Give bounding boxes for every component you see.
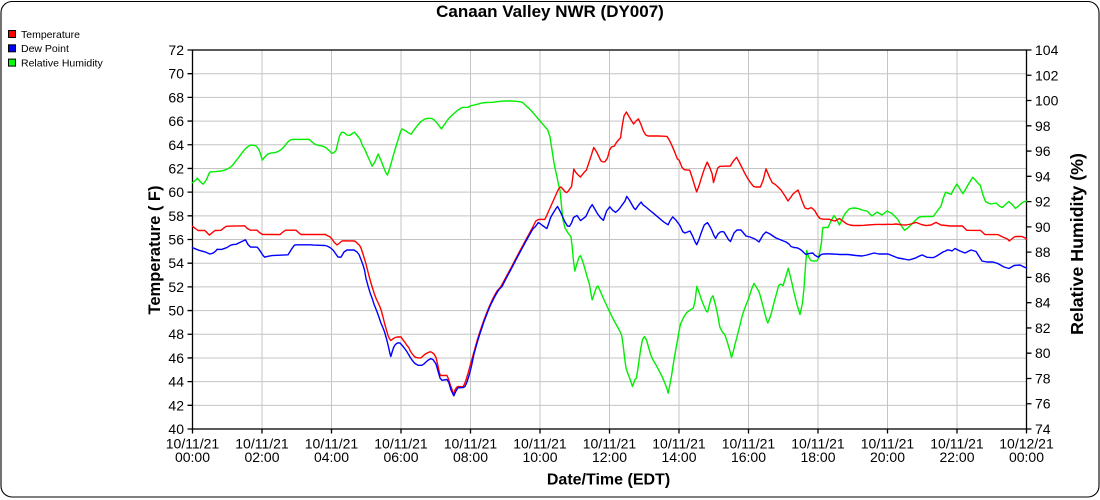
svg-text:08:00: 08:00	[453, 449, 488, 465]
svg-text:100: 100	[1035, 93, 1059, 109]
svg-text:88: 88	[1035, 244, 1051, 260]
svg-text:10/11/21: 10/11/21	[652, 436, 706, 452]
svg-text:10/11/21: 10/11/21	[166, 436, 220, 452]
svg-text:10/11/21: 10/11/21	[861, 436, 915, 452]
svg-text:96: 96	[1035, 143, 1051, 159]
svg-text:42: 42	[168, 397, 184, 413]
svg-text:102: 102	[1035, 67, 1059, 83]
svg-text:Relative Humidity (%): Relative Humidity (%)	[1067, 153, 1087, 335]
svg-text:58: 58	[168, 208, 184, 224]
svg-text:52: 52	[168, 279, 184, 295]
svg-text:44: 44	[168, 374, 184, 390]
svg-text:92: 92	[1035, 194, 1051, 210]
svg-text:10/11/21: 10/11/21	[583, 436, 637, 452]
svg-text:Dew Point: Dew Point	[21, 43, 69, 55]
svg-text:98: 98	[1035, 118, 1051, 134]
svg-text:56: 56	[168, 232, 184, 248]
svg-text:78: 78	[1035, 371, 1051, 387]
svg-text:68: 68	[168, 89, 184, 105]
svg-text:94: 94	[1035, 168, 1051, 184]
svg-text:Date/Time (EDT): Date/Time (EDT)	[547, 472, 670, 489]
svg-text:72: 72	[168, 42, 184, 58]
svg-text:82: 82	[1035, 320, 1051, 336]
svg-text:14:00: 14:00	[661, 449, 696, 465]
svg-text:84: 84	[1035, 295, 1051, 311]
svg-text:62: 62	[168, 160, 184, 176]
svg-text:76: 76	[1035, 396, 1051, 412]
svg-text:16:00: 16:00	[731, 449, 766, 465]
svg-text:18:00: 18:00	[800, 449, 835, 465]
svg-text:Temperature: Temperature	[21, 29, 80, 41]
svg-text:46: 46	[168, 350, 184, 366]
svg-text:10/11/21: 10/11/21	[722, 436, 776, 452]
svg-text:10/12/21: 10/12/21	[999, 436, 1054, 452]
svg-text:02:00: 02:00	[244, 449, 279, 465]
svg-text:10/11/21: 10/11/21	[305, 436, 359, 452]
svg-text:04:00: 04:00	[314, 449, 349, 465]
svg-text:06:00: 06:00	[383, 449, 418, 465]
svg-text:22:00: 22:00	[939, 449, 974, 465]
svg-text:90: 90	[1035, 219, 1051, 235]
svg-text:10/11/21: 10/11/21	[791, 436, 845, 452]
svg-text:60: 60	[168, 184, 184, 200]
svg-text:10/11/21: 10/11/21	[235, 436, 289, 452]
svg-text:20:00: 20:00	[870, 449, 905, 465]
svg-text:104: 104	[1035, 42, 1059, 58]
svg-text:10/11/21: 10/11/21	[513, 436, 567, 452]
svg-text:48: 48	[168, 326, 184, 342]
svg-text:74: 74	[1035, 421, 1051, 437]
svg-text:00:00: 00:00	[1009, 449, 1044, 465]
svg-text:10/11/21: 10/11/21	[444, 436, 498, 452]
svg-text:10/11/21: 10/11/21	[930, 436, 984, 452]
svg-text:54: 54	[168, 255, 184, 271]
svg-text:Relative Humidity: Relative Humidity	[21, 57, 103, 69]
svg-text:80: 80	[1035, 345, 1051, 361]
svg-text:10/11/21: 10/11/21	[374, 436, 428, 452]
svg-text:12:00: 12:00	[592, 449, 627, 465]
svg-text:70: 70	[168, 66, 184, 82]
svg-text:86: 86	[1035, 269, 1051, 285]
svg-text:66: 66	[168, 113, 184, 129]
svg-text:Temperature ( F): Temperature ( F)	[146, 186, 164, 315]
svg-text:40: 40	[168, 421, 184, 437]
svg-text:10:00: 10:00	[522, 449, 557, 465]
svg-text:64: 64	[168, 137, 184, 153]
svg-text:Canaan Valley NWR (DY007): Canaan Valley NWR (DY007)	[436, 2, 664, 21]
svg-text:50: 50	[168, 303, 184, 319]
svg-text:00:00: 00:00	[175, 449, 210, 465]
